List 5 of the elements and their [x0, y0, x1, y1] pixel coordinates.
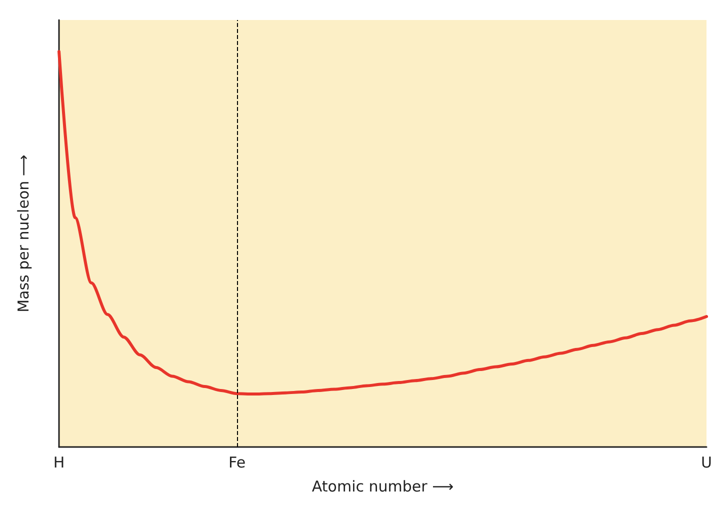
x-tick-label: U	[701, 454, 712, 472]
y-axis-title: Mass per nucleon ⟶	[14, 154, 32, 312]
x-tick-label: Fe	[228, 454, 246, 472]
x-tick-label: H	[53, 454, 65, 472]
x-axis-title: Atomic number ⟶	[312, 478, 454, 496]
